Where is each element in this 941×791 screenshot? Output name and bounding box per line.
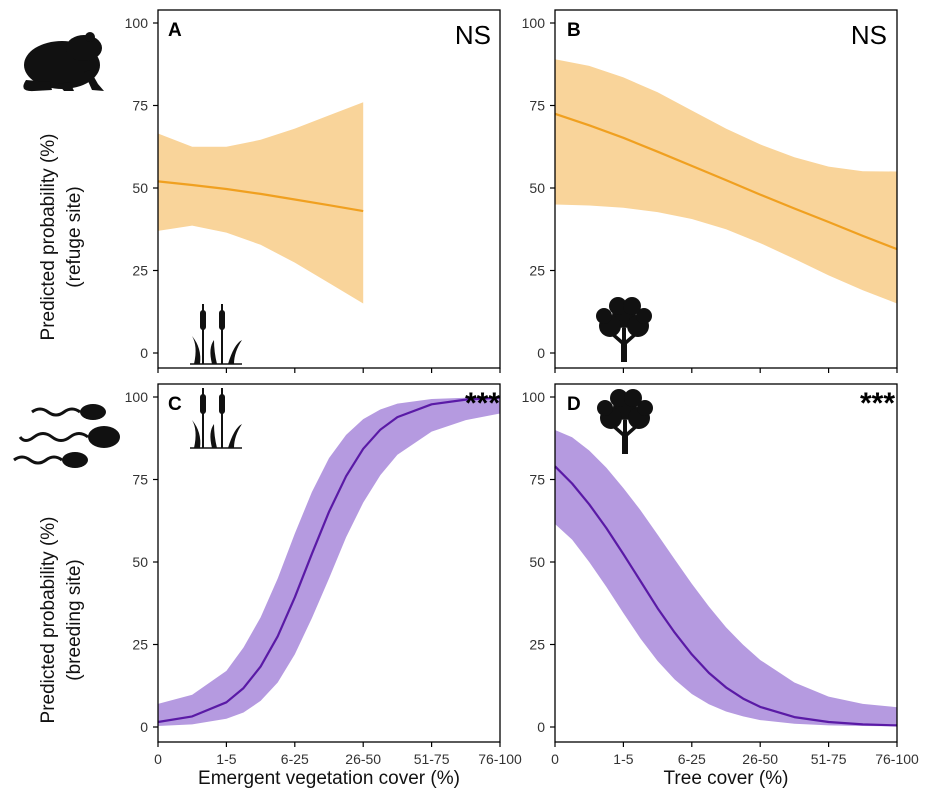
plot-area-d: 0 25 50 75 100	[522, 383, 898, 747]
significance-label-b: NS	[851, 20, 887, 50]
x-axis-title-left: Emergent vegetation cover (%)	[198, 768, 460, 789]
confidence-band-b	[555, 59, 897, 304]
x-tick-label-d-2: 6-25	[678, 751, 706, 767]
tadpoles-icon	[13, 404, 120, 468]
plot-area-b: 0 25 50 75 100	[522, 9, 898, 373]
plot-frame-a	[157, 9, 501, 369]
panel-letter-b: B	[567, 20, 581, 41]
tree-icon-d	[597, 389, 653, 454]
panel-b: B NS	[567, 20, 887, 50]
panel-letter-c: C	[168, 394, 182, 415]
y-tick-label-b-50: 50	[529, 180, 545, 196]
series-line-a	[157, 180, 364, 213]
x-tick-label-d-5: 76-100	[875, 751, 919, 767]
x-tick-label-c-4: 51-75	[414, 751, 450, 767]
y-tick-label-a-100: 100	[125, 15, 149, 31]
y-tick-label-b-0: 0	[537, 345, 545, 361]
y-tick-label-a-50: 50	[132, 180, 148, 196]
plot-area-a: 0 25 50 75 100	[125, 9, 501, 373]
y-axis-title-top-line2: (refuge site)	[64, 186, 85, 287]
x-tick-label-d-1: 1-5	[613, 751, 633, 767]
series-line-c	[157, 396, 501, 724]
x-tick-label-d-3: 26-50	[742, 751, 778, 767]
x-tick-labels-left: 0 1-5 6-25 26-50 51-75 76-100	[154, 751, 522, 767]
y-tick-label-c-25: 25	[132, 637, 148, 653]
y-tick-label-d-50: 50	[529, 554, 545, 570]
tree-icon	[596, 297, 652, 362]
y-tick-label-a-75: 75	[132, 98, 148, 114]
panel-a: A NS	[168, 20, 491, 50]
y-tick-label-b-100: 100	[522, 15, 546, 31]
x-tick-label-d-0: 0	[551, 751, 559, 767]
y-axis-title-bottom: Predicted probability (%)	[38, 517, 59, 724]
confidence-band-a	[158, 102, 364, 304]
panel-d: D ***	[567, 387, 895, 420]
panel-letter-d: D	[567, 394, 581, 415]
series-line-b	[554, 112, 898, 251]
y-tick-label-d-0: 0	[537, 719, 545, 735]
significance-label-c: ***	[465, 387, 500, 420]
panel-letter-a: A	[168, 20, 182, 41]
y-tick-label-b-75: 75	[529, 98, 545, 114]
y-tick-label-d-100: 100	[522, 389, 546, 405]
significance-label-a: NS	[455, 20, 491, 50]
y-tick-label-c-75: 75	[132, 472, 148, 488]
y-tick-label-b-25: 25	[529, 263, 545, 279]
y-axis-title-bottom-2: (breeding site)	[64, 559, 85, 680]
cattail-icon	[190, 304, 242, 365]
cattail-icon-c	[190, 388, 242, 449]
y-axis-title-top-2: (refuge site)	[64, 186, 85, 287]
x-tick-label-c-2: 6-25	[281, 751, 309, 767]
y-axis-title-bottom-line1: Predicted probability (%)	[38, 517, 59, 724]
y-tick-label-d-75: 75	[529, 472, 545, 488]
y-axis-title-top-line1: Predicted probability (%)	[38, 134, 59, 341]
y-tick-label-c-0: 0	[140, 719, 148, 735]
x-axis-title-right: Tree cover (%)	[664, 768, 789, 789]
x-tick-label-c-1: 1-5	[216, 751, 236, 767]
x-tick-label-c-3: 26-50	[345, 751, 381, 767]
plot-area-c: 0 25 50 75 100	[125, 383, 501, 747]
y-tick-label-a-25: 25	[132, 263, 148, 279]
y-axis-title-top: Predicted probability (%)	[38, 134, 59, 341]
plot-frame-d	[554, 383, 898, 743]
confidence-band-d	[555, 430, 897, 727]
y-tick-label-c-100: 100	[125, 389, 149, 405]
confidence-band-c	[158, 397, 500, 726]
plot-frame-b	[554, 9, 898, 369]
significance-label-d: ***	[860, 387, 895, 420]
x-tick-label-c-5: 76-100	[478, 751, 522, 767]
frog-icon	[23, 32, 104, 92]
series-line-d	[554, 465, 898, 727]
panel-c: C ***	[168, 387, 500, 420]
y-tick-label-c-50: 50	[132, 554, 148, 570]
plot-frame-c	[157, 383, 501, 743]
x-tick-labels-right: 0 1-5 6-25 26-50 51-75 76-100	[551, 751, 919, 767]
y-tick-label-a-0: 0	[140, 345, 148, 361]
y-tick-label-d-25: 25	[529, 637, 545, 653]
x-tick-label-d-4: 51-75	[811, 751, 847, 767]
y-axis-title-bottom-line2: (breeding site)	[64, 559, 85, 680]
x-tick-label-c-0: 0	[154, 751, 162, 767]
